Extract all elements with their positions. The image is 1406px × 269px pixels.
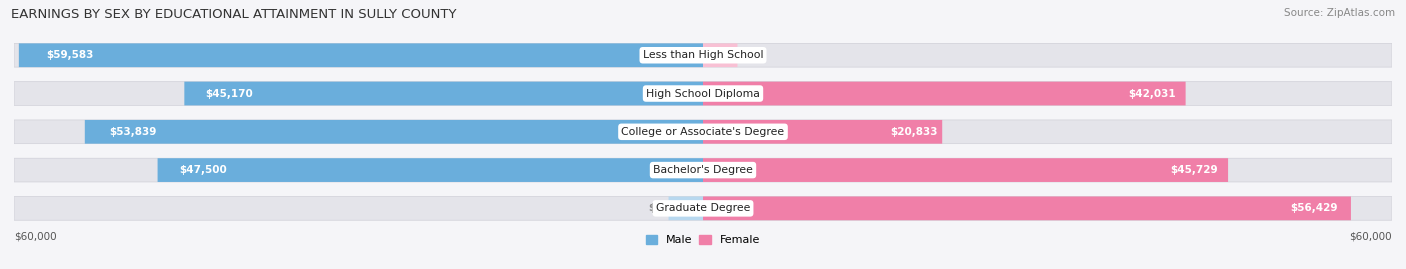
FancyBboxPatch shape <box>14 43 1392 67</box>
Legend: Male, Female: Male, Female <box>641 230 765 250</box>
Text: $56,429: $56,429 <box>1291 203 1339 213</box>
FancyBboxPatch shape <box>703 158 1227 182</box>
Text: College or Associate's Degree: College or Associate's Degree <box>621 127 785 137</box>
Text: Graduate Degree: Graduate Degree <box>655 203 751 213</box>
FancyBboxPatch shape <box>14 82 1392 105</box>
Text: $53,839: $53,839 <box>110 127 157 137</box>
Text: $0: $0 <box>744 50 758 60</box>
Text: $0: $0 <box>648 203 662 213</box>
FancyBboxPatch shape <box>703 196 1351 220</box>
Text: $45,170: $45,170 <box>205 89 253 98</box>
Text: $60,000: $60,000 <box>1350 231 1392 241</box>
FancyBboxPatch shape <box>14 196 1392 220</box>
FancyBboxPatch shape <box>184 82 703 105</box>
FancyBboxPatch shape <box>669 196 703 220</box>
FancyBboxPatch shape <box>84 120 703 144</box>
Text: $45,729: $45,729 <box>1170 165 1218 175</box>
Text: High School Diploma: High School Diploma <box>647 89 759 98</box>
Text: $20,833: $20,833 <box>890 127 938 137</box>
Text: Source: ZipAtlas.com: Source: ZipAtlas.com <box>1284 8 1395 18</box>
FancyBboxPatch shape <box>703 82 1185 105</box>
FancyBboxPatch shape <box>703 120 942 144</box>
Text: Bachelor's Degree: Bachelor's Degree <box>652 165 754 175</box>
FancyBboxPatch shape <box>18 43 703 67</box>
Text: Less than High School: Less than High School <box>643 50 763 60</box>
Text: $59,583: $59,583 <box>46 50 94 60</box>
Text: $60,000: $60,000 <box>14 231 56 241</box>
FancyBboxPatch shape <box>157 158 703 182</box>
Text: EARNINGS BY SEX BY EDUCATIONAL ATTAINMENT IN SULLY COUNTY: EARNINGS BY SEX BY EDUCATIONAL ATTAINMEN… <box>11 8 457 21</box>
FancyBboxPatch shape <box>14 120 1392 144</box>
FancyBboxPatch shape <box>703 43 738 67</box>
FancyBboxPatch shape <box>14 158 1392 182</box>
Text: $42,031: $42,031 <box>1129 89 1175 98</box>
Text: $47,500: $47,500 <box>180 165 228 175</box>
